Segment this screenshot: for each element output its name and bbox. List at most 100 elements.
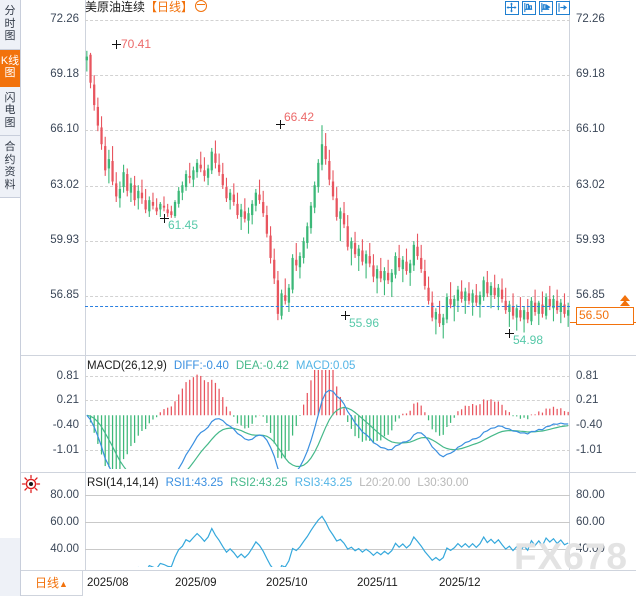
rsi-header: RSI(14,14,14) RSI1:43.25 RSI2:43.25 RSI3:43… [87, 476, 469, 490]
gridline-59 [85, 241, 570, 242]
macd-tick-left-3: -1.01 [52, 444, 79, 456]
macd-tick-right-1: 0.21 [576, 394, 599, 406]
sidebar-item-timeline-chart[interactable]: 分时图 [0, 0, 20, 50]
chart-toolbar [505, 1, 570, 15]
macd-gridline-3 [85, 450, 570, 451]
marker-cross-low-1 [160, 214, 169, 223]
price-tick-left-5: 56.85 [50, 289, 79, 301]
x-label-0: 2025/08 [87, 577, 129, 589]
sidebar-filler [0, 198, 20, 538]
price-tick-left-1: 69.18 [50, 68, 79, 80]
annotation-high-1: 70.41 [121, 37, 152, 51]
rsi-gridline-80 [85, 495, 570, 496]
x-label-3: 2025/11 [357, 577, 398, 589]
gridline-66 [85, 130, 570, 131]
rsi-tick-right-1: 60.00 [576, 516, 605, 528]
rsi-pane[interactable]: RSI(14,14,14) RSI1:43.25 RSI2:43.25 RSI3:43… [21, 472, 636, 571]
rsi-series[interactable] [85, 489, 570, 567]
price-tick-left-2: 66.10 [50, 123, 79, 135]
price-up-arrow-icon-2 [620, 300, 630, 306]
price-tick-left-0: 72.26 [50, 13, 79, 25]
price-tick-right-1: 69.18 [576, 68, 605, 80]
rsi-tick-right-0: 80.00 [576, 489, 605, 501]
x-label-4: 2025/12 [439, 577, 481, 589]
rsi-tick-left-0: 80.00 [50, 489, 79, 501]
gridline-63 [85, 186, 570, 187]
macd-diff: DIFF:-0.40 [173, 360, 229, 372]
rsi-tick-left-1: 60.00 [50, 516, 79, 528]
last-price-line [85, 306, 570, 307]
circle-minus-icon[interactable] [195, 0, 208, 12]
gridline-56 [85, 296, 570, 297]
rsi-l20: L20:20.00 [359, 477, 411, 489]
timeframe-label: 【日线】 [145, 0, 194, 14]
macd-tick-right-2: -0.40 [576, 419, 603, 431]
annotation-low-1: 61.45 [168, 218, 199, 232]
left-sidebar: 分时图 K线图 闪电图 合约资料 [0, 0, 21, 596]
rsi-2: RSI2:43.25 [230, 477, 288, 489]
rsi-gridline-40 [85, 549, 570, 550]
macd-tick-right-3: -1.01 [576, 444, 603, 456]
cycle-selector-button[interactable]: 日线▲ [21, 570, 83, 596]
sidebar-label-1: K线图 [0, 54, 20, 80]
price-up-arrow-icon [620, 295, 630, 301]
marker-cross-high-1 [112, 40, 121, 49]
chart-main: 美原油连续【日线】 72.26 69.18 66.10 63.02 59.93 … [21, 0, 636, 596]
rsi-tick-right-2: 40.00 [576, 543, 605, 555]
x-label-1: 2025/09 [175, 577, 217, 589]
price-tick-right-0: 72.26 [576, 13, 605, 25]
marker-cross-low-2 [341, 311, 350, 320]
last-price-label[interactable]: 56.50 [576, 307, 634, 325]
marker-cross-low-3 [505, 329, 514, 338]
fit-right-icon[interactable] [539, 1, 553, 15]
macd-gridline-1 [85, 400, 570, 401]
macd-dea: DEA:-0.42 [235, 360, 289, 372]
symbol-name: 美原油连续 [85, 0, 146, 14]
sidebar-item-lightning-chart[interactable]: 闪电图 [0, 86, 20, 136]
sidebar-label-0: 分时图 [4, 5, 16, 42]
rsi-3: RSI3:43.25 [294, 477, 353, 489]
annotation-low-2: 55.96 [349, 316, 380, 330]
macd-pane[interactable]: MACD(26,12,9) DIFF:-0.40 DEA:-0.42 MACD:0.0… [21, 355, 636, 473]
macd-header: MACD(26,12,9) DIFF:-0.40 DEA:-0.42 MACD:0.0… [87, 359, 355, 373]
price-tick-right-5: 56.85 [576, 289, 605, 301]
macd-tick-right-0: 0.81 [576, 370, 599, 382]
macd-series[interactable] [85, 370, 570, 469]
x-axis: 2025/08 2025/09 2025/10 2025/11 2025/12 [21, 570, 636, 596]
macd-gridline-2 [85, 425, 570, 426]
cycle-selector-label: 日线 [35, 576, 60, 590]
macd-name: MACD(26,12,9) [87, 360, 167, 372]
price-tick-right-4: 59.93 [576, 234, 605, 246]
price-pane[interactable]: 美原油连续【日线】 72.26 69.18 66.10 63.02 59.93 … [21, 0, 636, 355]
marker-cross-high-2 [276, 120, 285, 129]
cycle-selector-arrow-icon: ▲ [59, 579, 68, 589]
macd-tick-left-0: 0.81 [56, 370, 79, 382]
macd-value: MACD:0.05 [295, 360, 356, 372]
price-tick-left-4: 59.93 [50, 234, 79, 246]
settings-sun-icon-wrap[interactable] [21, 474, 41, 494]
sidebar-item-contract-info[interactable]: 合约资料 [0, 136, 20, 198]
price-tick-right-2: 66.10 [576, 123, 605, 135]
rsi-l30: L30:30.00 [417, 477, 469, 489]
rsi-name: RSI(14,14,14) [87, 477, 159, 489]
gridline-72 [85, 20, 570, 21]
rsi-tick-left-2: 40.00 [50, 543, 79, 555]
crosshair-move-icon[interactable] [505, 1, 519, 15]
price-tick-right-3: 63.02 [576, 179, 605, 191]
annotation-high-2: 66.42 [284, 110, 315, 124]
price-tick-left-3: 63.02 [50, 179, 79, 191]
sidebar-label-2: 闪电图 [4, 91, 16, 129]
fit-left-icon[interactable] [522, 1, 536, 15]
rsi-1: RSI1:43.25 [165, 477, 224, 489]
sidebar-item-kline-chart[interactable]: K线图 [0, 49, 20, 87]
sun-settings-icon[interactable] [21, 474, 41, 494]
candlestick-series[interactable] [85, 10, 570, 353]
watermark: FX678 [513, 536, 628, 577]
annotation-low-3: 54.98 [513, 333, 544, 347]
macd-tick-left-2: -0.40 [52, 419, 79, 431]
rsi-gridline-60 [85, 522, 570, 523]
x-label-2: 2025/10 [266, 577, 308, 589]
expand-right-icon[interactable] [556, 1, 570, 15]
gridline-69 [85, 75, 570, 76]
